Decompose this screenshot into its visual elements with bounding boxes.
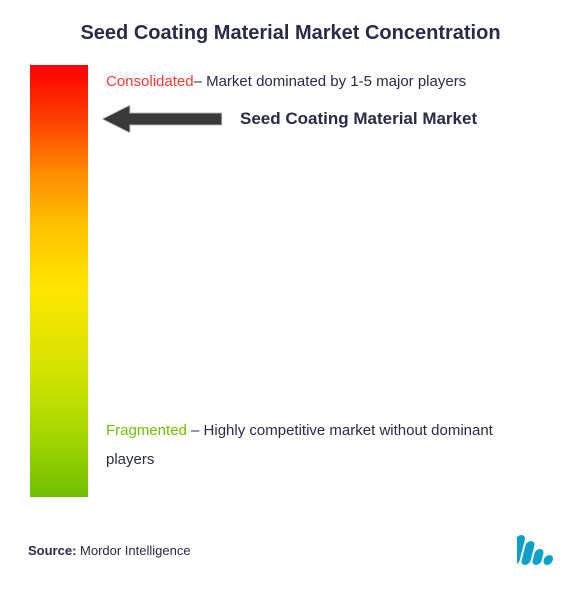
fragmented-highlight: Fragmented [106, 422, 187, 439]
consolidated-label: Consolidated– Market dominated by 1-5 ma… [106, 73, 466, 90]
market-name-label: Seed Coating Material Market [240, 109, 477, 129]
source-prefix: Source: [28, 543, 76, 558]
source-name: Mordor Intelligence [76, 543, 190, 558]
arrow-left-icon [102, 105, 222, 133]
footer: Source: Mordor Intelligence [28, 527, 561, 565]
concentration-chart: Consolidated– Market dominated by 1-5 ma… [0, 65, 581, 505]
source-attribution: Source: Mordor Intelligence [28, 543, 191, 558]
page-title: Seed Coating Material Market Concentrati… [0, 0, 581, 45]
consolidated-text: – Market dominated by 1-5 major players [194, 73, 467, 90]
mordor-logo-icon [517, 535, 561, 565]
market-position-indicator: Seed Coating Material Market [102, 105, 477, 133]
fragmented-label: Fragmented – Highly competitive market w… [106, 417, 536, 474]
gradient-scale-bar [30, 65, 88, 497]
consolidated-highlight: Consolidated [106, 73, 194, 90]
